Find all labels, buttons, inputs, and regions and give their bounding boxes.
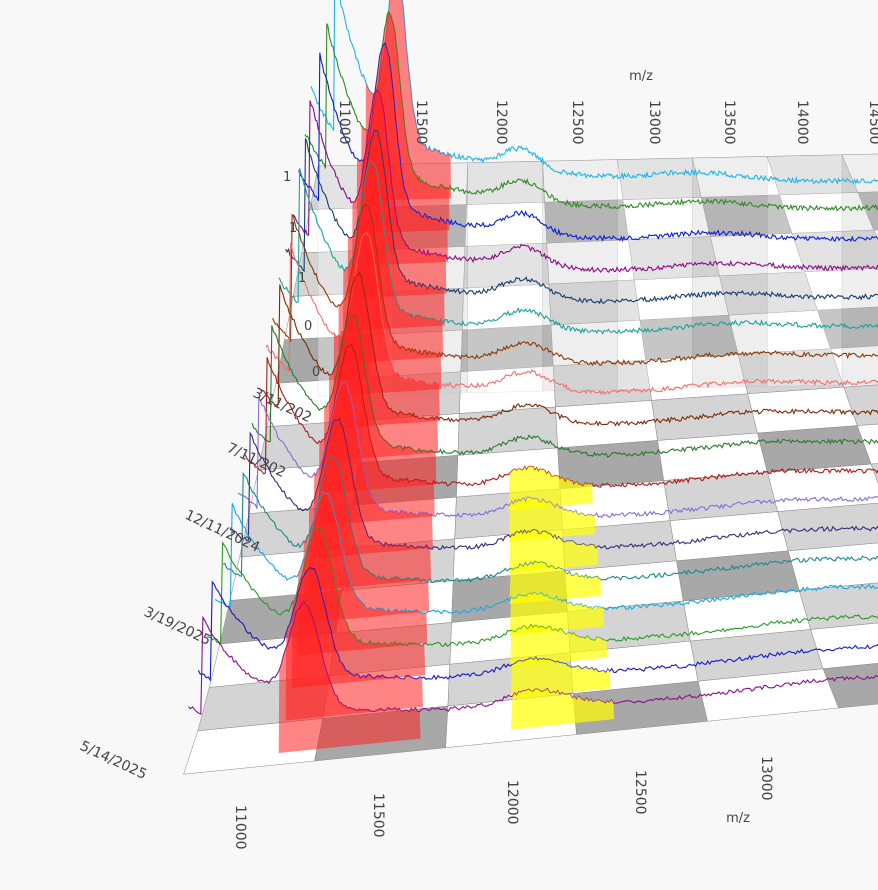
x-axis-title: m/z xyxy=(629,69,653,84)
z-tick-label: 0 xyxy=(312,365,320,380)
back-wall-cell xyxy=(692,156,768,389)
back-wall-cell xyxy=(467,160,543,393)
spectrum-line xyxy=(251,314,878,458)
back-wall-cell xyxy=(542,159,618,392)
z-tick-label: 1 xyxy=(289,221,297,236)
floor-cell xyxy=(857,191,878,231)
floor-cell xyxy=(747,386,858,434)
spectrum-line xyxy=(304,10,878,212)
yellow-region xyxy=(510,656,611,699)
z-tick-label: 1 xyxy=(283,170,291,185)
x-tick-label: 13000 xyxy=(646,100,662,145)
x-tick-label: 14500 xyxy=(866,100,878,145)
x-tick-label: 12500 xyxy=(569,100,585,145)
bottom-tick-label: 11500 xyxy=(370,793,386,838)
bottom-tick-label: 11000 xyxy=(232,805,248,850)
spectrum-line xyxy=(206,526,878,647)
floor-cell xyxy=(856,423,878,465)
floor-cell xyxy=(757,425,872,473)
x-tick-label: 11500 xyxy=(413,100,429,145)
back-wall-cell xyxy=(617,157,693,390)
bottom-axis-title: m/z xyxy=(726,811,750,826)
floor-grid xyxy=(183,153,878,775)
floor-cell xyxy=(787,542,878,591)
floor-cell xyxy=(457,406,559,456)
spectrum-line xyxy=(278,160,878,335)
floor-cell xyxy=(817,306,878,349)
floor-cell xyxy=(804,267,878,311)
floor-cell xyxy=(830,345,878,388)
floor-cell xyxy=(557,440,665,490)
spectrum-line xyxy=(285,129,878,305)
yellow-region xyxy=(510,624,608,667)
x-tick-label: 14000 xyxy=(794,100,810,145)
row-date-label: 5/14/2025 xyxy=(77,738,149,783)
floor-cell xyxy=(822,662,878,709)
bottom-tick-label: 12500 xyxy=(632,770,648,815)
spectrum-line xyxy=(214,491,878,615)
x-tick-label: 11000 xyxy=(336,100,352,145)
bottom-tick-label: 12000 xyxy=(504,780,520,825)
yellow-region xyxy=(510,688,615,730)
spectrum-line xyxy=(222,454,878,583)
spectrum-line xyxy=(265,232,878,396)
x-tick-label: 13500 xyxy=(721,100,737,145)
floor-cell xyxy=(651,393,758,441)
spectrum-line xyxy=(188,600,878,715)
floor-cell xyxy=(870,463,878,484)
yellow-region xyxy=(509,592,604,636)
floor-cell xyxy=(843,384,878,426)
z-tick-label: 1 xyxy=(298,271,306,286)
spectra-lines xyxy=(188,0,878,753)
z-tick-label: 0 xyxy=(304,319,312,334)
spectrum-line xyxy=(197,566,878,682)
back-wall-cell xyxy=(841,153,878,385)
red-region xyxy=(278,601,421,753)
floor-cell xyxy=(810,622,878,669)
x-tick-label: 12000 xyxy=(493,100,509,145)
spectrum-line xyxy=(237,381,878,519)
yellow-region xyxy=(508,497,596,542)
bottom-tick-label: 13000 xyxy=(758,756,774,801)
